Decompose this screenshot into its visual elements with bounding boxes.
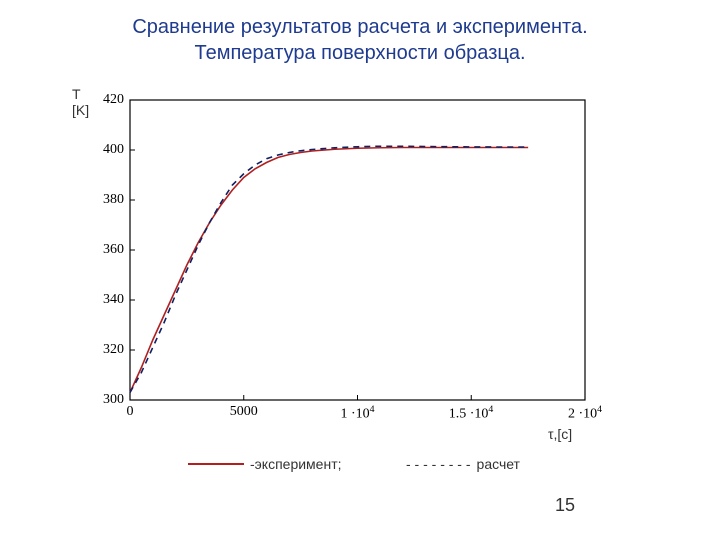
x-tick-label: 0	[127, 404, 134, 420]
y-tick-label: 340	[103, 292, 124, 308]
x-tick-label: 1.5 ·104	[449, 404, 494, 423]
y-tick-label: 400	[103, 142, 124, 158]
y-tick-label: 360	[103, 242, 124, 258]
legend-experiment-label: -эксперимент;	[250, 456, 342, 472]
x-tick-label: 2 ·104	[568, 404, 602, 423]
legend-dashed-line: - - - - - - - -	[406, 456, 471, 472]
legend-calculation: - - - - - - - - расчет	[406, 456, 520, 472]
y-tick-label: 320	[103, 342, 124, 358]
y-tick-label: 300	[103, 392, 124, 408]
y-tick-label: 380	[103, 192, 124, 208]
legend-calculation-label: расчет	[477, 456, 520, 472]
y-tick-label: 420	[103, 92, 124, 108]
page-number: 15	[555, 495, 575, 516]
legend-experiment: -эксперимент;	[188, 456, 342, 472]
x-tick-label: 5000	[230, 404, 258, 420]
line-chart	[0, 0, 720, 540]
legend-solid-line	[188, 463, 244, 465]
x-tick-label: 1 ·104	[341, 404, 375, 423]
